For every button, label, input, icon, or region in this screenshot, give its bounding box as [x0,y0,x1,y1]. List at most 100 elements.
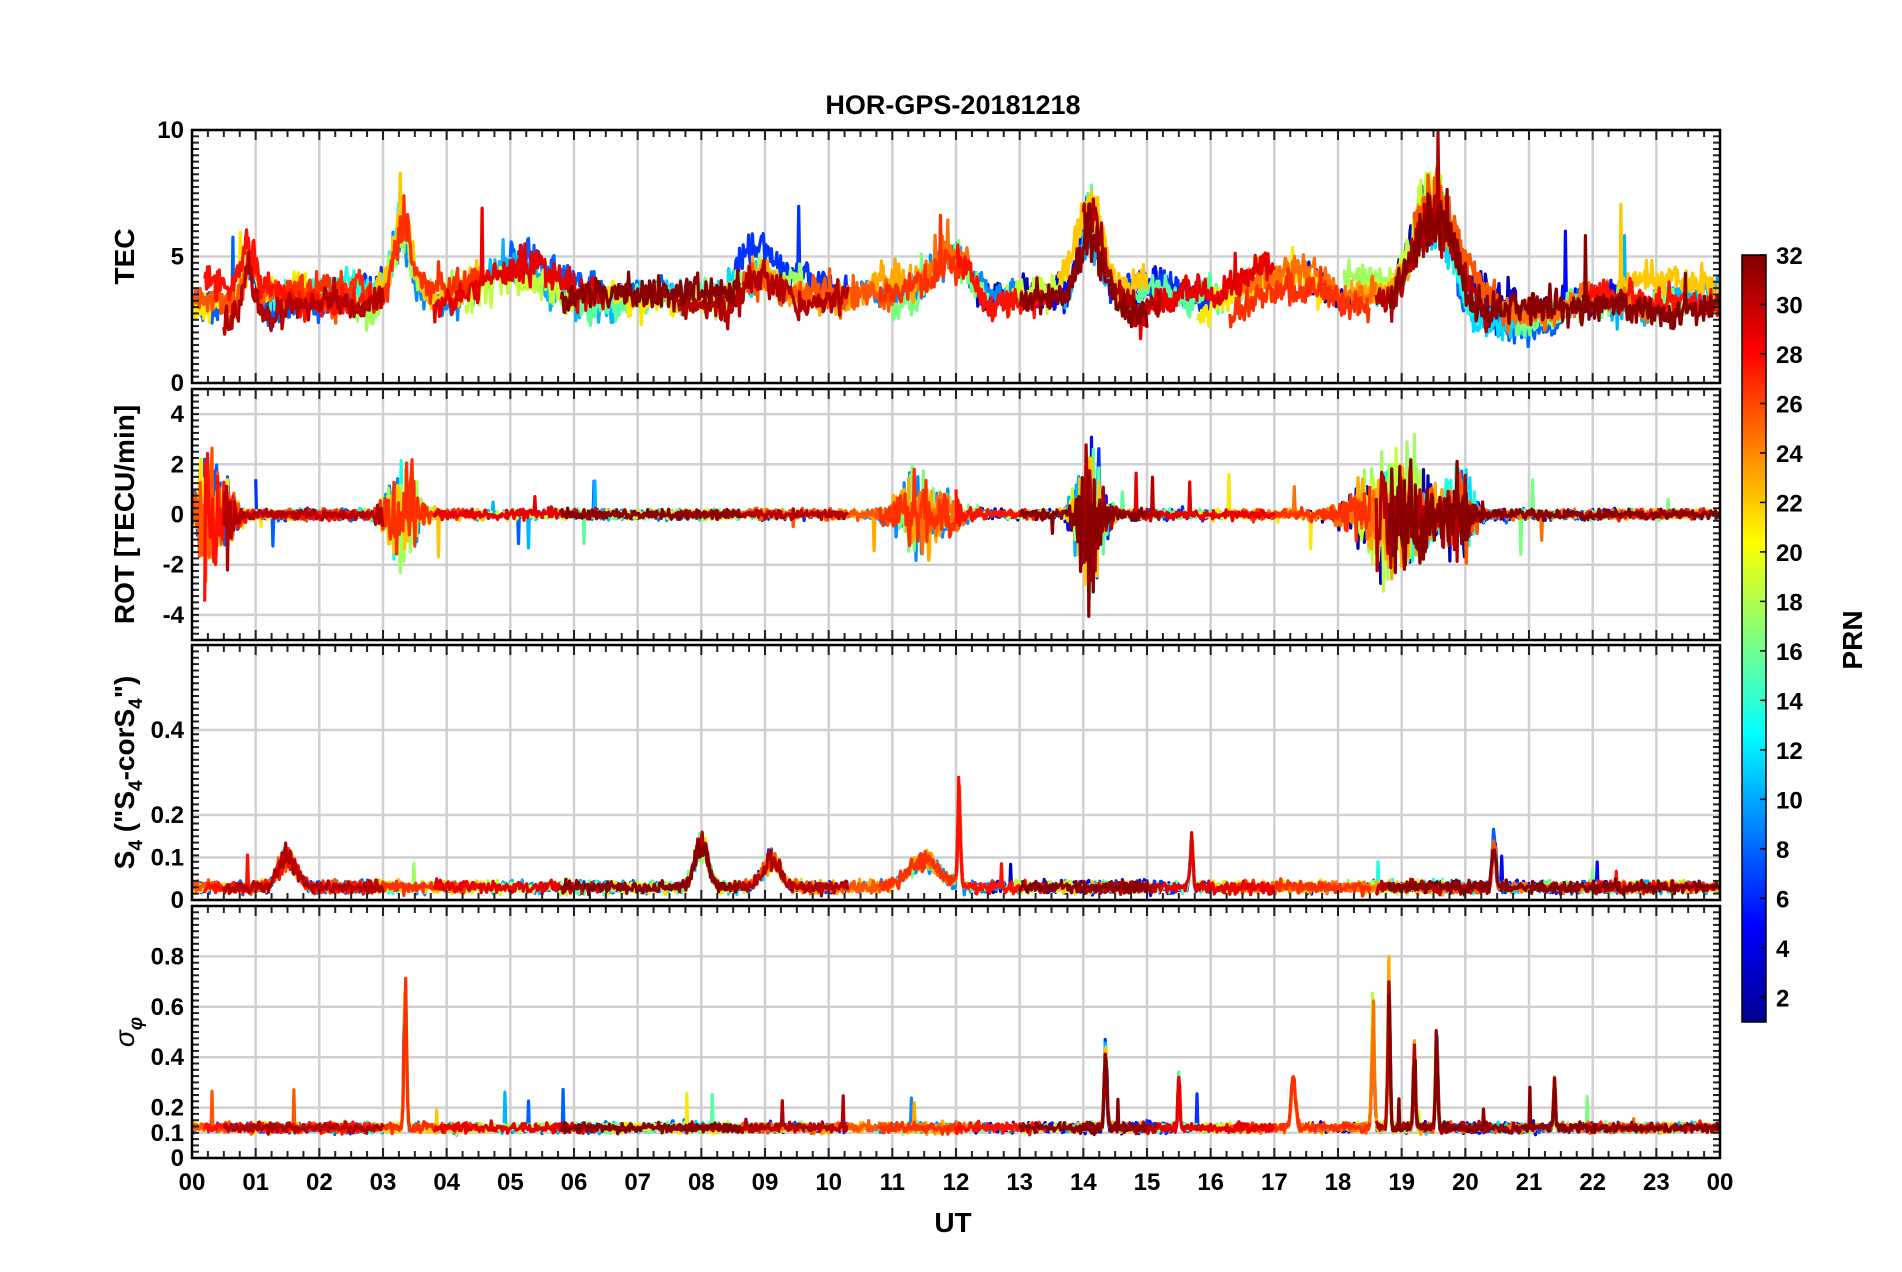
x-tick-label: 20 [1452,1169,1479,1196]
y-tick-label: 0.4 [151,1044,185,1071]
prn-27-trace-s4 [878,800,964,893]
x-tick-label: 19 [1388,1169,1415,1196]
prn-32-trace-sigma [1387,994,1720,1135]
x-axis-tick-labels: 00 01 02 03 04 05 06 07 08 09 10 11 12 13 14 15 16 17 18 19… [179,1169,1734,1196]
prn-32-trace-tec [1018,202,1149,329]
prn-22-trace-sigma [368,990,487,1135]
prn-19-trace-tec [1005,259,1079,317]
prn-32-trace-sigma [559,1120,742,1136]
x-tick-label: 22 [1579,1169,1606,1196]
prn-32-trace-s4 [559,839,741,897]
colorbar-tick-label: 24 [1776,441,1803,468]
prn-28-trace-tec [954,243,1047,323]
x-tick-label: 16 [1197,1169,1224,1196]
prn-32-trace-sigma [1018,1052,1149,1137]
prn-32-trace-rot [1018,475,1149,618]
prn-31-trace-rot [222,484,385,572]
y-axis-label-sigma: σφ [109,1017,147,1047]
prn-26-trace-tec [737,262,894,320]
series-rot [192,433,1720,618]
x-tick-label: 00 [179,1169,206,1196]
series-s4 [192,775,1720,898]
y-tick-label: 4 [171,401,185,428]
x-tick-label: 10 [815,1169,842,1196]
prn-5-trace-sigma [1095,1037,1212,1136]
y-tick-label: 5 [171,244,184,271]
colorbar-tick-label: 16 [1776,639,1803,666]
x-tick-label: 17 [1261,1169,1288,1196]
panel-sigma: 00.10.2 0.4 0.6 0.8 σφ [109,904,1722,1172]
prn-27-trace-rot [1228,485,1372,543]
prn-31-trace-sigma [222,1120,385,1136]
y-tick-label: 0.1 [151,1120,184,1147]
x-tick-label: 01 [242,1169,269,1196]
prn-32-trace-s4 [1387,848,1720,897]
y-tick-label: 0 [171,1145,184,1172]
axes-box-rot [190,387,1722,642]
prn-32-trace-rot [559,506,742,521]
y-tick-label: 0.4 [151,717,185,744]
colorbar-tick-label: 2 [1776,985,1789,1012]
x-tick-label: 00 [1707,1169,1734,1196]
prn-28-trace-s4 [203,849,379,896]
chart-title: HOR-GPS-20181218 [825,90,1080,120]
prn-32-trace-rot [1387,458,1720,575]
prn-27-trace-tec [878,213,964,304]
x-tick-label: 08 [688,1169,715,1196]
y-tick-label: -2 [163,552,184,579]
prn-26-trace-tec [192,250,353,325]
y-tick-label: 0.2 [151,1095,184,1122]
panel-tec: 0 5 10 TEC [109,117,1722,397]
colorbar-label: PRN [1837,610,1868,669]
x-tick-label: 04 [433,1169,460,1196]
prn-28-trace-tec [203,228,379,323]
panel-rot: -4 -2 0 2 4 ROT [TECU/min] [109,387,1722,642]
x-tick-label: 11 [880,1169,905,1196]
prn-9-trace-s4 [859,796,1022,897]
y-tick-label: 0.2 [151,802,184,829]
x-tick-label: 21 [1516,1169,1543,1196]
prn-29-trace-tec [432,206,608,324]
y-tick-label: 0 [171,502,184,529]
axes-box-sigma [190,904,1722,1160]
ticks-rot [191,388,1721,641]
colorbar-gradient [1741,254,1767,1023]
axes-box-tec [190,128,1722,385]
x-tick-label: 23 [1643,1169,1670,1196]
prn-28-trace-sigma [954,1119,1047,1137]
y-axis-label-rot: ROT [TECU/min] [109,405,140,624]
colorbar-tick-label: 6 [1776,886,1789,913]
colorbar-tick-label: 18 [1776,589,1803,616]
prn-31-trace-tec [222,250,385,336]
prn-27-trace-sigma [878,1120,964,1136]
series-tec [192,130,1720,349]
x-tick-label: 14 [1070,1169,1097,1196]
y-tick-label: 10 [157,117,184,144]
colorbar-tick-label: 14 [1776,688,1803,715]
prn-27-trace-tec [1228,265,1371,329]
y-tick-label: 0 [171,887,184,914]
x-tick-label: 06 [561,1169,588,1196]
x-tick-label: 05 [497,1169,524,1196]
y-tick-label: -4 [163,602,185,629]
prn-32-trace-tec [559,268,742,315]
x-tick-label: 02 [306,1169,333,1196]
prn-27-trace-s4 [1229,877,1372,898]
colorbar-tick-label: 8 [1776,837,1789,864]
x-tick-label: 12 [943,1169,970,1196]
axes-box-s4 [190,643,1722,902]
prn-27-trace-sigma [1229,1075,1372,1134]
series-sigma [192,955,1720,1137]
colorbar-tick-label: 26 [1776,391,1803,418]
y-tick-label: 0.1 [151,845,184,872]
y-axis-label-s4: S4 ("S4-corS4") [109,676,147,870]
x-tick-label: 03 [370,1169,397,1196]
colorbar-tick-label: 4 [1776,936,1790,963]
colorbar-tick-label: 30 [1776,292,1803,319]
y-tick-label: 2 [171,451,184,478]
x-tick-label: 15 [1134,1169,1161,1196]
